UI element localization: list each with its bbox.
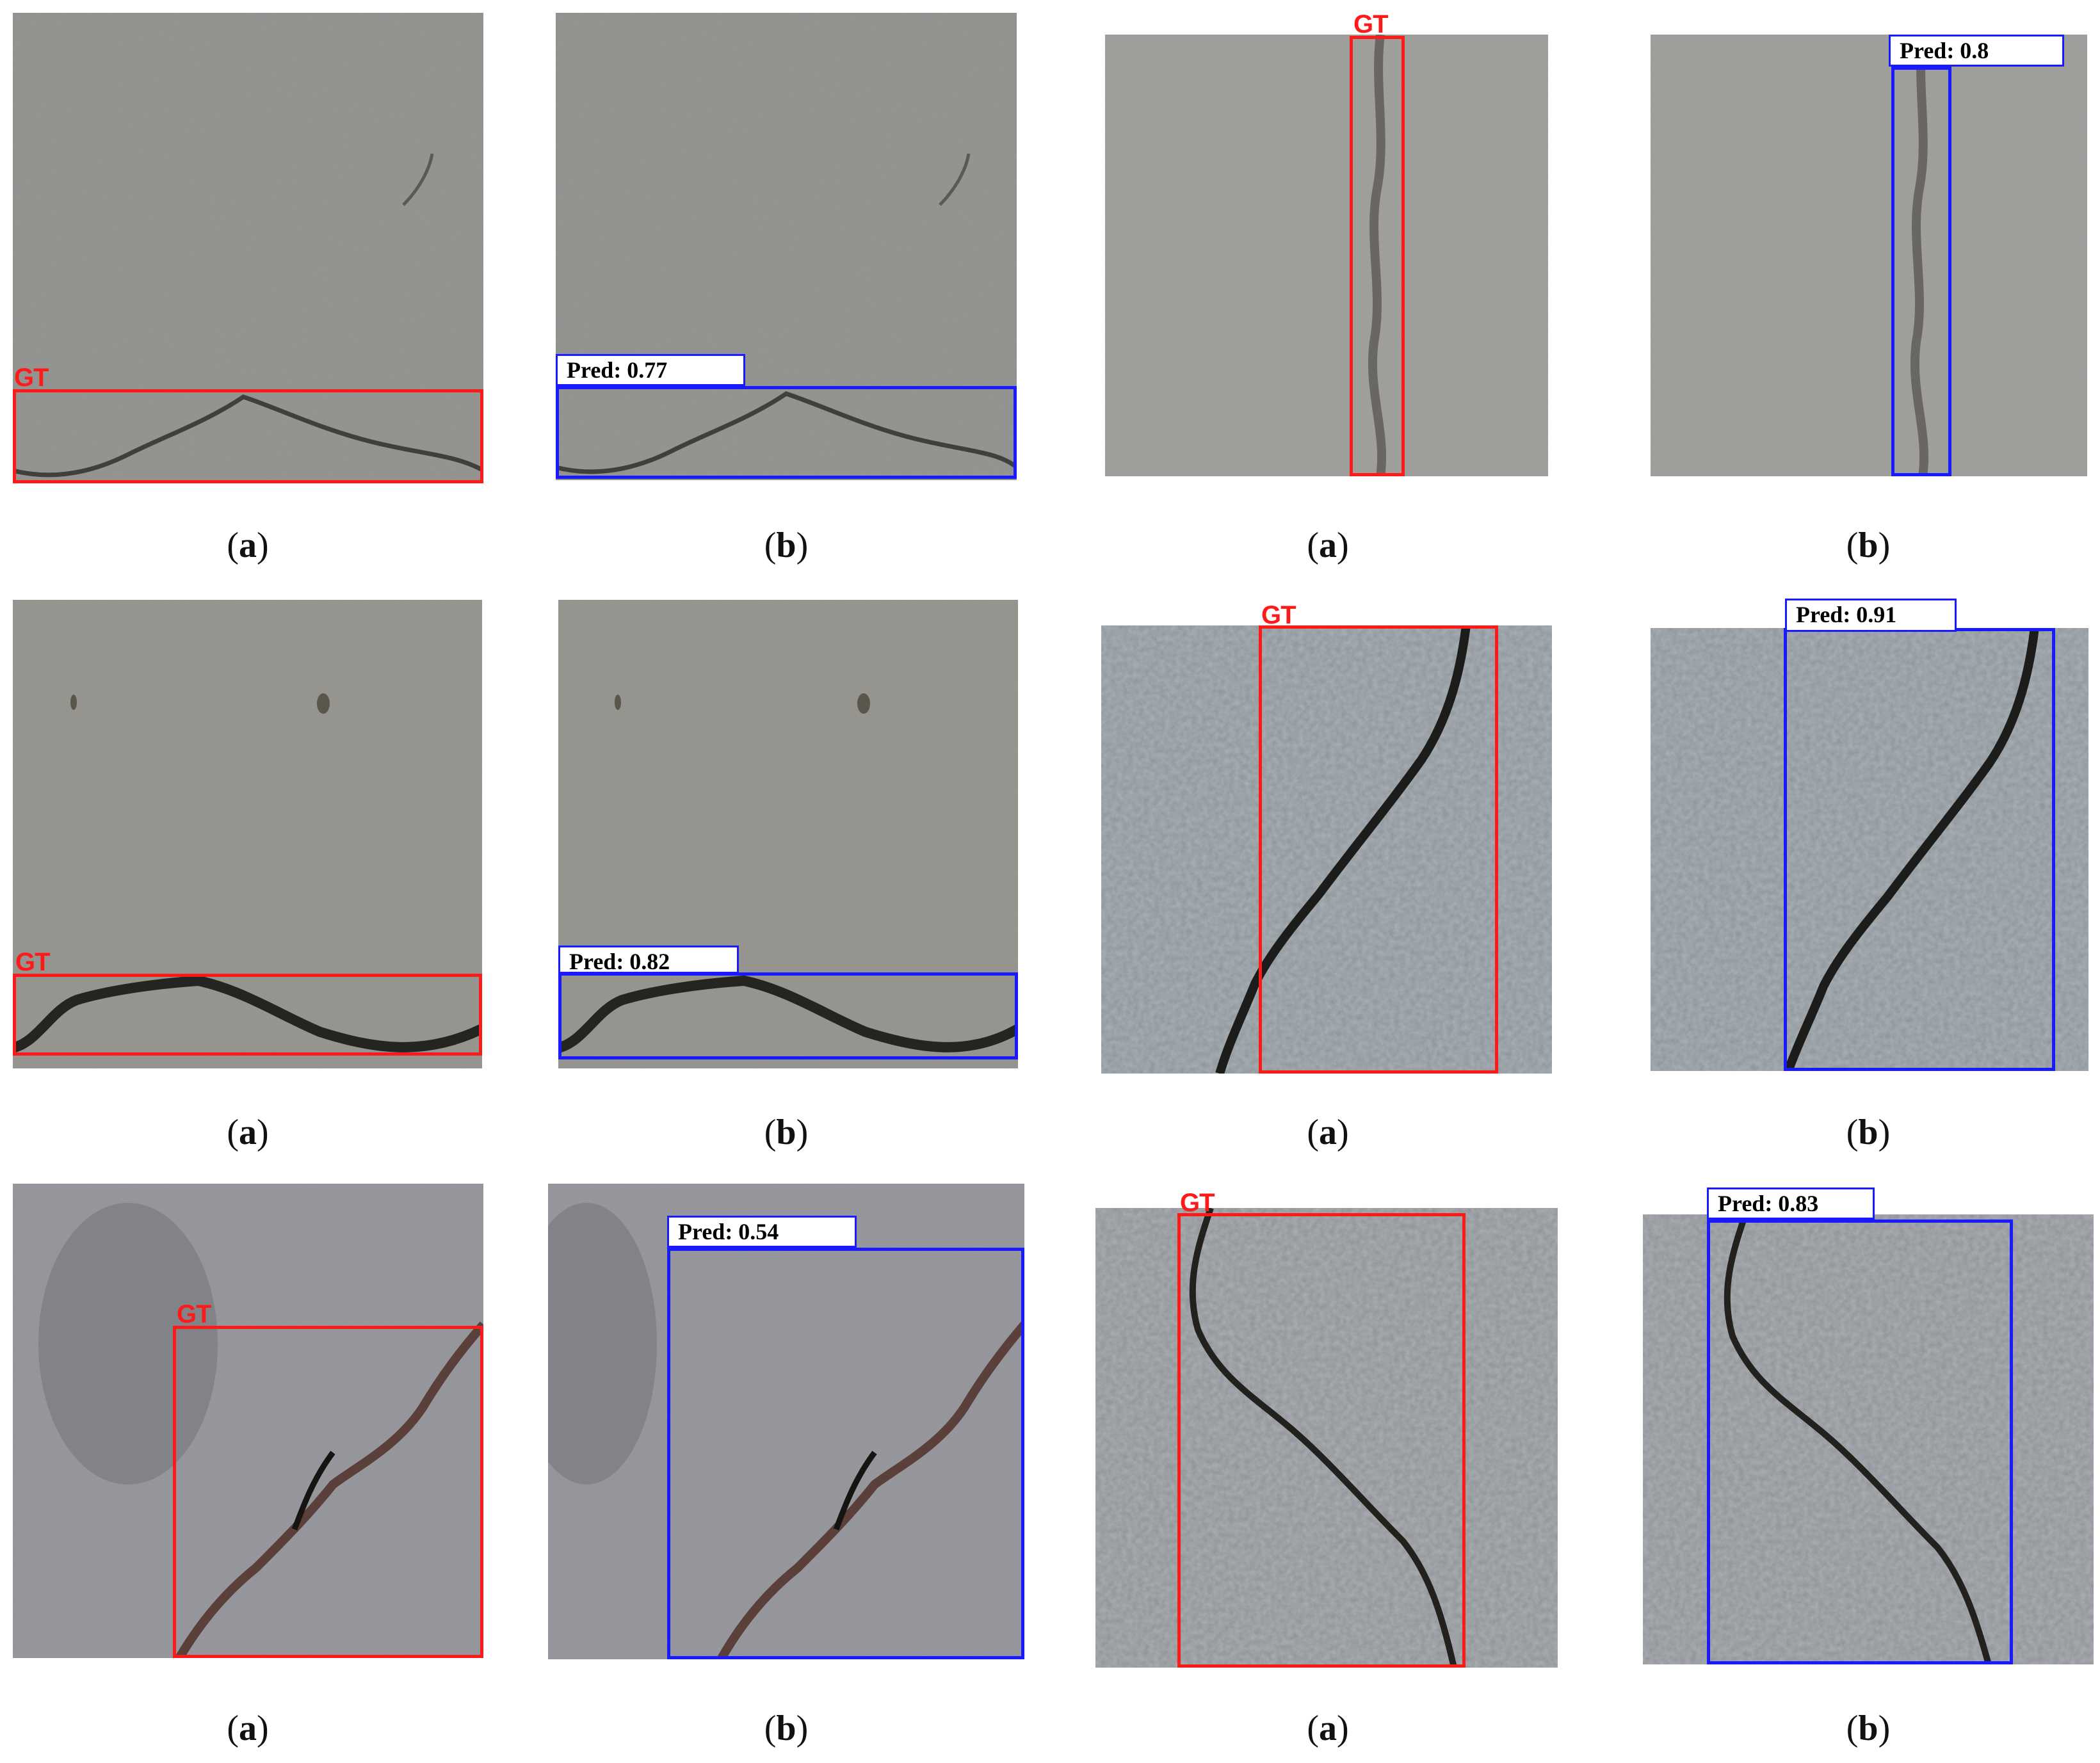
caption-r3-b: (b) [764, 1709, 809, 1748]
prediction-box [556, 386, 1017, 479]
ground-truth-box [173, 1326, 483, 1658]
caption-r2-a: (a) [227, 1113, 269, 1152]
caption-r1-c: (a) [1307, 526, 1349, 565]
ground-truth-box [13, 389, 483, 483]
caption-r3-d: (b) [1846, 1709, 1891, 1748]
gt-label: GT [177, 1300, 212, 1328]
prediction-label: Pred: 0.8 [1889, 35, 2064, 67]
image-r1-d: Pred: 0.8 [1651, 35, 2087, 476]
gt-label: GT [1353, 10, 1389, 38]
caption-r3-c: (a) [1307, 1709, 1349, 1748]
prediction-label: Pred: 0.82 [558, 946, 739, 974]
ground-truth-box [1177, 1213, 1466, 1668]
image-r2-a: GT [13, 600, 482, 1068]
caption-r2-d: (b) [1846, 1113, 1891, 1152]
image-r3-a: GT [13, 1184, 483, 1658]
prediction-label: Pred: 0.83 [1707, 1187, 1875, 1220]
prediction-label: Pred: 0.77 [556, 354, 745, 386]
image-r2-c: GT [1101, 602, 1552, 1074]
image-r1-b: Pred: 0.77 [556, 13, 1017, 480]
gt-label: GT [1261, 601, 1296, 629]
prediction-box [1707, 1220, 2013, 1664]
caption-r1-d: (b) [1846, 526, 1891, 565]
caption-r1-a: (a) [227, 526, 269, 565]
image-r3-c: GT [1095, 1190, 1558, 1668]
caption-r2-b: (b) [764, 1113, 809, 1152]
caption-r3-a: (a) [227, 1709, 269, 1748]
prediction-box [1784, 628, 2055, 1071]
image-r2-b: Pred: 0.82 [558, 600, 1018, 1068]
gt-label: GT [14, 364, 49, 392]
ground-truth-box [1259, 625, 1498, 1074]
image-r1-c: GT [1105, 12, 1548, 476]
image-r3-b: Pred: 0.54 [548, 1184, 1024, 1659]
ground-truth-box [13, 974, 482, 1056]
caption-r2-c: (a) [1307, 1113, 1349, 1152]
image-r3-d: Pred: 0.83 [1643, 1187, 2094, 1664]
gt-label: GT [1180, 1189, 1215, 1217]
prediction-label: Pred: 0.54 [667, 1216, 857, 1248]
prediction-label: Pred: 0.91 [1785, 599, 1957, 632]
gt-label: GT [15, 948, 51, 976]
image-r2-d: Pred: 0.91 [1651, 599, 2088, 1071]
ground-truth-box [1350, 36, 1405, 476]
caption-r1-b: (b) [764, 526, 809, 565]
prediction-box [1891, 67, 1951, 476]
prediction-box [667, 1248, 1024, 1659]
image-r1-a: GT [13, 13, 483, 483]
prediction-box [558, 972, 1018, 1059]
